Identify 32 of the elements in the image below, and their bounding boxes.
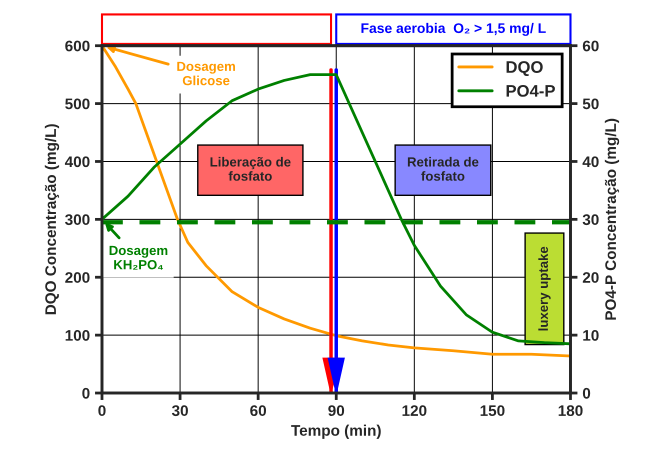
annotation: Dosagem KH₂PO₄ (110, 246, 168, 270)
y-tick-label: 200 (65, 272, 90, 283)
x-tick-label: 90 (328, 405, 344, 416)
x-tick-label: 120 (402, 405, 426, 416)
y-tick-label: 100 (66, 330, 90, 341)
x-tick-label: 60 (250, 405, 266, 416)
y2-tick-label: 60 (582, 40, 599, 52)
y-tick-label: 300 (65, 214, 90, 226)
y-axis-title: DQO Concentração (mg/L) (44, 124, 60, 314)
x-axis-title: Tempo (min) (291, 424, 381, 439)
y2-tick-label: 20 (582, 272, 599, 283)
x-tick-label: 0 (98, 405, 106, 416)
annotation: Liberação de fosfato (210, 156, 291, 181)
annotation: Retirada de fosfato (408, 156, 478, 181)
y2-tick-label: 30 (582, 214, 599, 226)
y2-tick-label: 40 (582, 156, 599, 168)
text: Fase aerobia O₂ > 1,5 mg/ L (361, 22, 546, 36)
y2-tick-label: 10 (583, 330, 599, 341)
annotation: luxery uptake (538, 246, 551, 330)
y2-tick-label: 50 (582, 98, 599, 110)
legend-label: PO4-P (506, 85, 555, 97)
annotation: Dosagem Glicose (177, 62, 235, 86)
y2-tick-label: 0 (582, 388, 590, 399)
y-tick-label: 0 (82, 388, 90, 399)
x-tick-label: 30 (172, 405, 188, 416)
y2-axis-title: PO4-P Concentração (mg/L) (604, 118, 620, 320)
y-tick-label: 600 (65, 40, 90, 52)
x-tick-label: 150 (480, 405, 505, 416)
y-tick-label: 500 (65, 98, 90, 110)
legend-label: DQO (506, 61, 543, 76)
x-tick-label: 180 (558, 405, 583, 416)
y-tick-label: 400 (64, 156, 90, 168)
